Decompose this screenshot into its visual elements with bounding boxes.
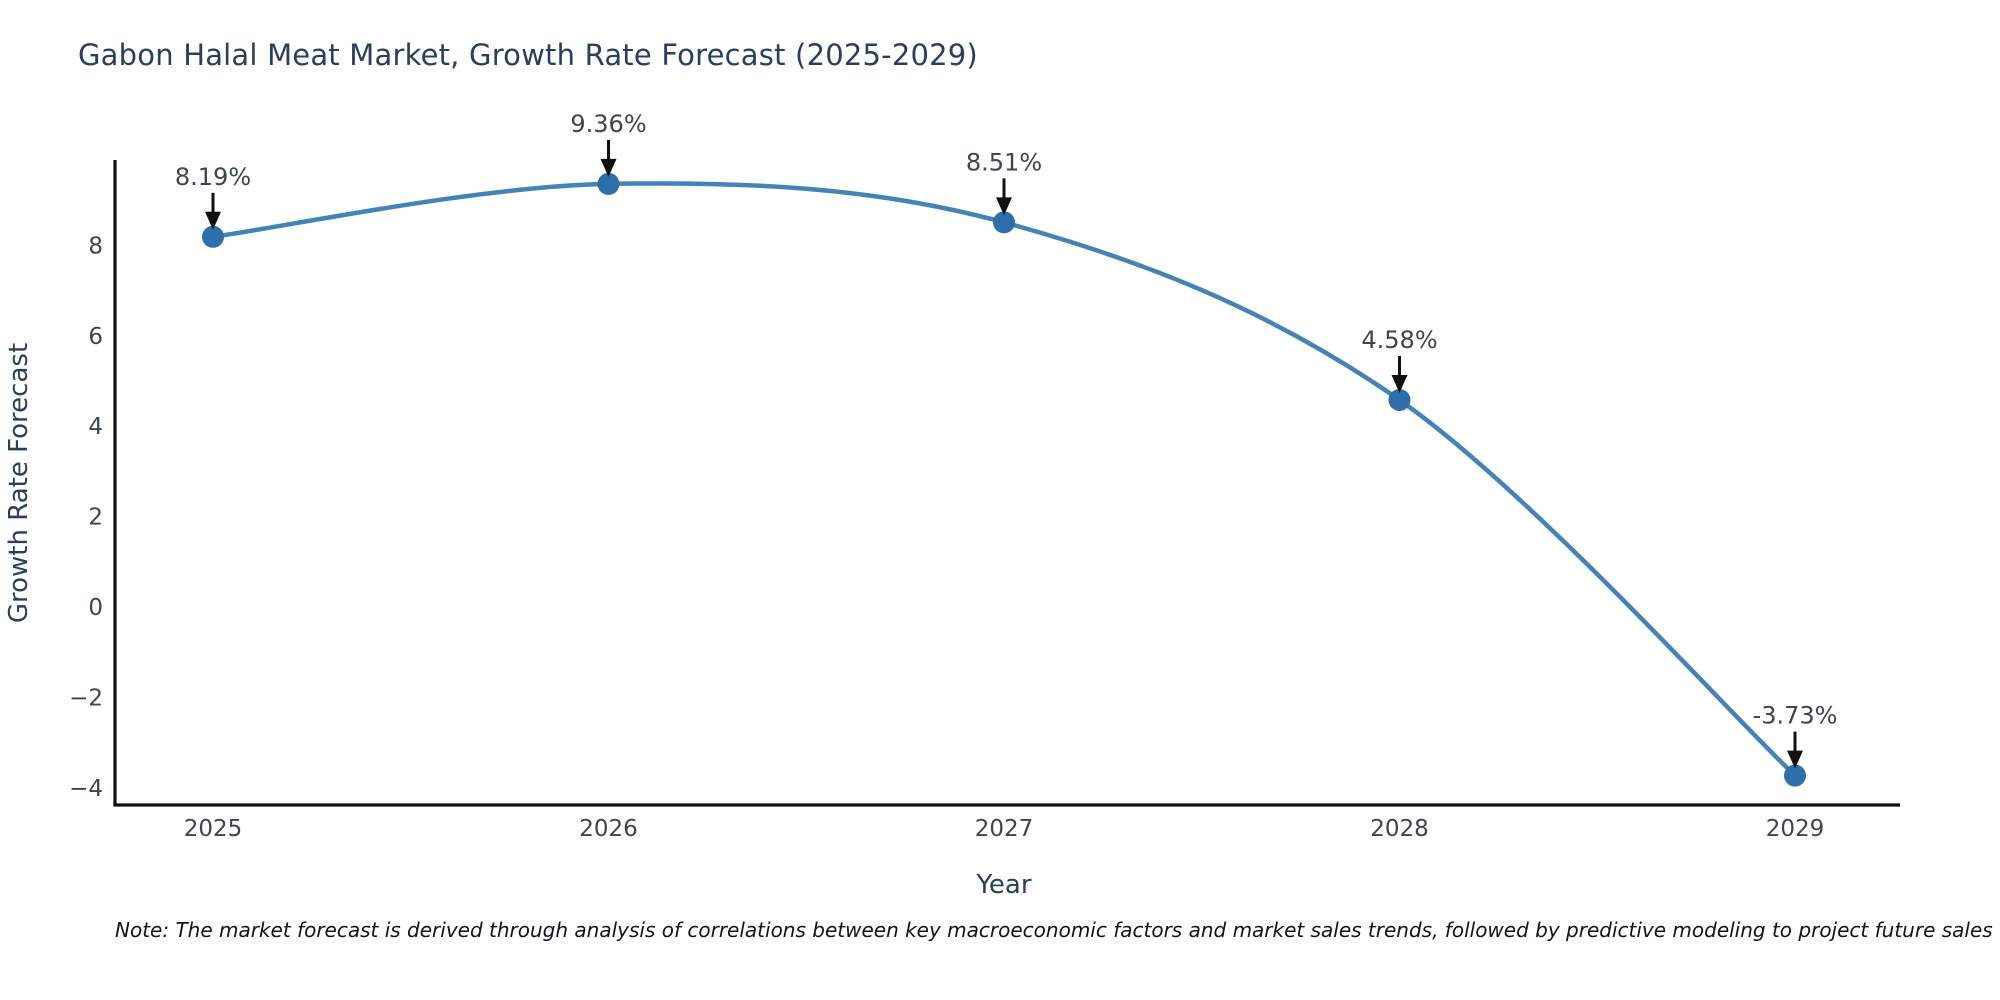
data-point: [1388, 388, 1411, 411]
x-tick-label: 2025: [184, 816, 243, 842]
x-tick-label: 2026: [579, 816, 638, 842]
x-tick-label: 2027: [975, 816, 1034, 842]
y-tick-label: −4: [69, 776, 103, 802]
data-point: [993, 211, 1015, 234]
data-point: [597, 172, 620, 195]
chart-title: Gabon Halal Meat Market, Growth Rate For…: [78, 38, 978, 72]
annotation-arrowhead: [1787, 750, 1803, 769]
y-axis-title: Growth Rate Forecast: [4, 343, 34, 623]
data-point: [1784, 764, 1806, 787]
y-tick-label: 2: [88, 505, 103, 531]
annotation-arrowhead: [205, 211, 221, 230]
annotation-arrowhead: [1391, 374, 1408, 393]
x-tick-label: 2029: [1766, 816, 1825, 842]
y-tick-label: 8: [88, 233, 103, 259]
data-point: [202, 225, 224, 248]
point-annotation: 8.19%: [175, 163, 251, 191]
x-axis-title: Year: [975, 870, 1031, 900]
y-tick-label: −2: [69, 685, 103, 711]
point-annotation: 4.58%: [1361, 326, 1437, 354]
point-annotation: -3.73%: [1753, 702, 1838, 730]
y-tick-label: 4: [88, 414, 103, 440]
series-line: [210, 181, 1798, 778]
annotation-arrowhead: [600, 158, 617, 177]
point-annotation: 8.51%: [966, 148, 1042, 176]
annotation-arrowhead: [996, 197, 1012, 216]
y-tick-label: 0: [88, 595, 103, 621]
x-tick-label: 2028: [1370, 816, 1429, 842]
point-annotation: 9.36%: [570, 110, 646, 138]
chart-footnote: Note: The market forecast is derived thr…: [115, 918, 1993, 942]
y-tick-label: 6: [88, 324, 103, 350]
